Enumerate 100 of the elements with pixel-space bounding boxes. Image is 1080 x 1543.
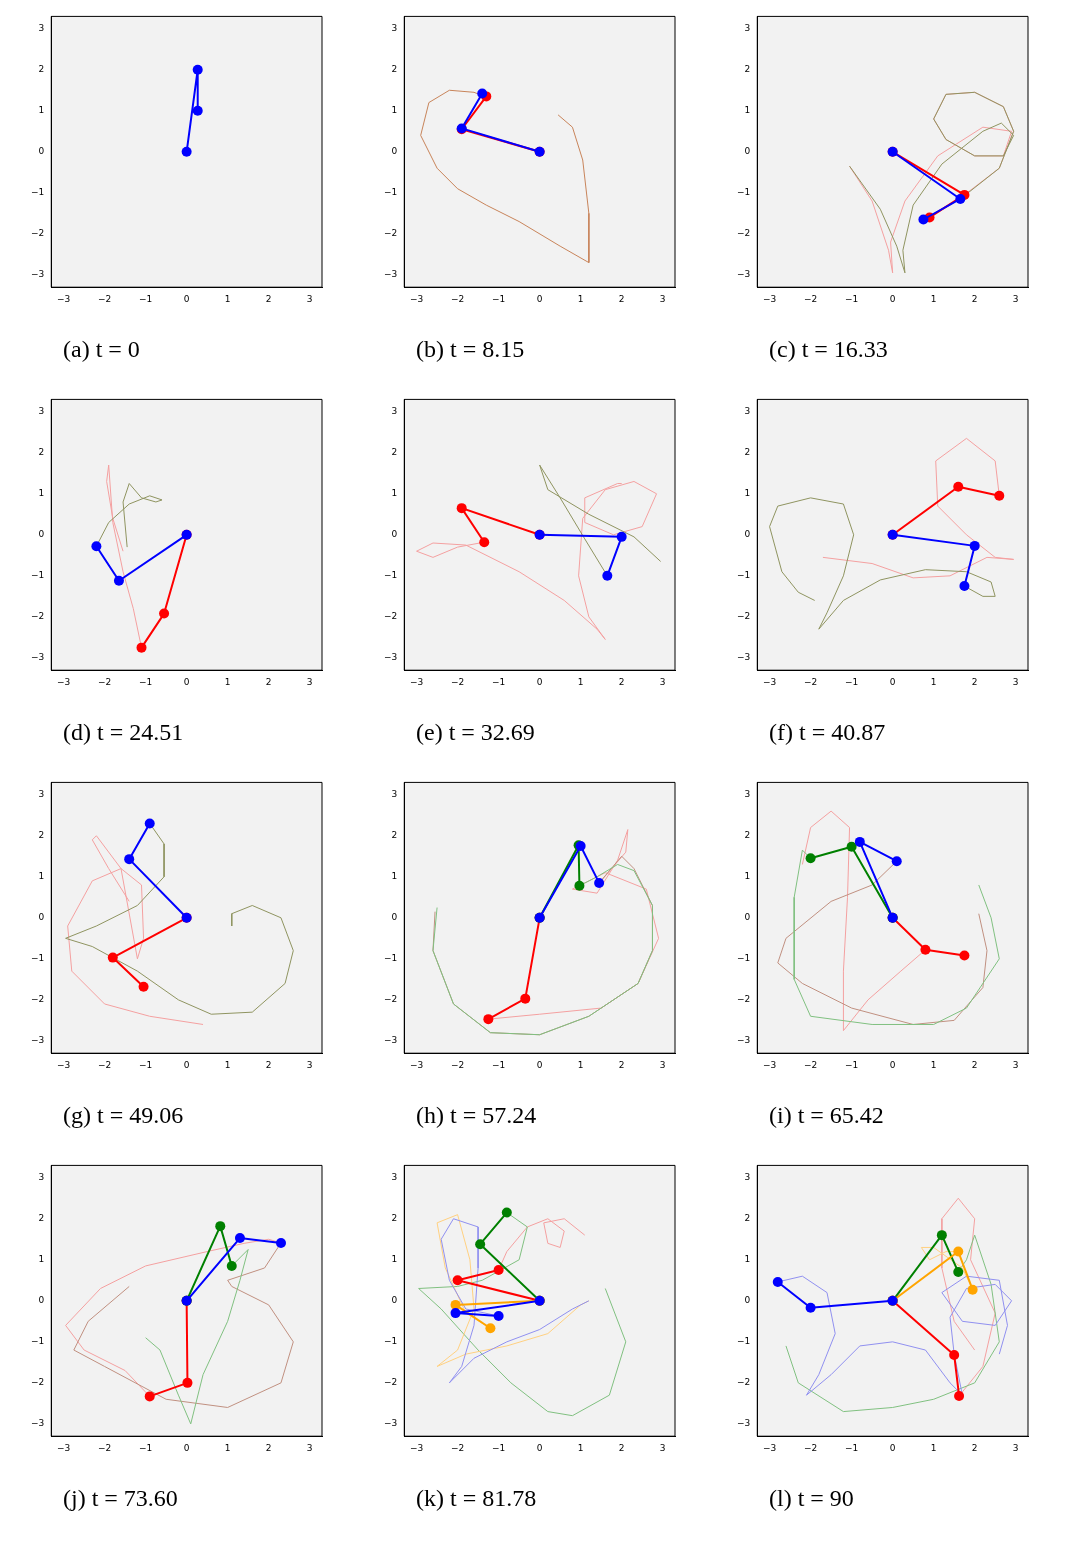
y-tick-label: −3 xyxy=(383,1035,398,1046)
y-tick-label: 0 xyxy=(38,529,45,540)
text: (k) t = 81.78 xyxy=(415,1485,538,1512)
x-tick-label: −2 xyxy=(97,676,112,687)
y-tick-label: −1 xyxy=(30,953,45,964)
y-tick-label: −1 xyxy=(736,1336,751,1347)
x-tick-label: −1 xyxy=(138,676,153,687)
y-tick-label: 3 xyxy=(391,23,398,34)
y-tick-label: −2 xyxy=(383,611,398,622)
x-tick-label: 2 xyxy=(971,293,978,304)
text: (b) t = 8.15 xyxy=(415,336,526,363)
y-tick-label: −2 xyxy=(30,1377,45,1388)
x-tick-label: 0 xyxy=(536,293,543,304)
y-tick-label: −2 xyxy=(736,1377,751,1388)
text: (e) t = 32.69 xyxy=(415,719,536,746)
x-tick-label: 0 xyxy=(536,676,543,687)
y-tick-label: 0 xyxy=(744,529,751,540)
y-tick-label: −1 xyxy=(736,570,751,581)
y-tick-label: −3 xyxy=(736,652,751,663)
y-tick-label: 3 xyxy=(38,1172,45,1183)
x-tick-label: 3 xyxy=(659,676,666,687)
x-tick-label: −2 xyxy=(450,1059,465,1070)
x-tick-label: 1 xyxy=(224,1059,231,1070)
x-tick-label: 1 xyxy=(930,676,937,687)
x-tick-label: 1 xyxy=(930,1059,937,1070)
text: (i) t = 65.42 xyxy=(768,1102,885,1129)
y-tick-label: 1 xyxy=(391,105,398,116)
y-tick-label: 2 xyxy=(38,1213,45,1224)
x-tick-label: −3 xyxy=(409,1442,424,1453)
y-tick-label: −3 xyxy=(736,269,751,280)
x-tick-label: −3 xyxy=(56,676,71,687)
x-tick-label: 0 xyxy=(183,293,190,304)
y-tick-label: 2 xyxy=(38,830,45,841)
y-tick-label: −2 xyxy=(383,1377,398,1388)
x-tick-label: 3 xyxy=(1012,676,1019,687)
y-tick-label: 2 xyxy=(744,64,751,75)
text: (a) t = 0 xyxy=(62,336,141,363)
x-tick-label: 1 xyxy=(930,293,937,304)
x-tick-label: 3 xyxy=(1012,1059,1019,1070)
text: (d) t = 24.51 xyxy=(62,719,185,746)
y-tick-label: 1 xyxy=(391,871,398,882)
y-tick-label: −3 xyxy=(30,652,45,663)
x-tick-label: −2 xyxy=(450,293,465,304)
x-tick-label: −2 xyxy=(803,676,818,687)
y-tick-label: −2 xyxy=(30,994,45,1005)
y-tick-label: 2 xyxy=(391,447,398,458)
x-tick-label: 2 xyxy=(265,293,272,304)
x-tick-label: 1 xyxy=(224,293,231,304)
x-tick-label: 0 xyxy=(889,1059,896,1070)
x-tick-label: 1 xyxy=(577,293,584,304)
x-tick-label: 0 xyxy=(183,1059,190,1070)
x-tick-label: −1 xyxy=(138,293,153,304)
y-tick-label: 0 xyxy=(391,912,398,923)
y-tick-label: 1 xyxy=(744,871,751,882)
y-tick-label: 0 xyxy=(391,1295,398,1306)
x-tick-label: 1 xyxy=(224,676,231,687)
y-tick-label: 3 xyxy=(744,23,751,34)
y-tick-label: −3 xyxy=(30,1035,45,1046)
y-tick-label: −2 xyxy=(736,994,751,1005)
x-tick-label: −1 xyxy=(138,1059,153,1070)
x-tick-label: 0 xyxy=(889,676,896,687)
x-tick-label: −1 xyxy=(844,1442,859,1453)
y-tick-label: −2 xyxy=(383,228,398,239)
x-tick-label: 1 xyxy=(224,1442,231,1453)
x-tick-label: 2 xyxy=(971,1442,978,1453)
y-tick-label: 1 xyxy=(744,488,751,499)
x-tick-label: −1 xyxy=(844,293,859,304)
y-tick-label: 3 xyxy=(38,23,45,34)
y-tick-label: −2 xyxy=(736,611,751,622)
y-tick-label: −3 xyxy=(736,1418,751,1429)
x-tick-label: −1 xyxy=(844,676,859,687)
x-tick-label: 3 xyxy=(659,293,666,304)
y-tick-label: −2 xyxy=(383,994,398,1005)
y-tick-label: 1 xyxy=(744,1254,751,1265)
x-tick-label: −3 xyxy=(762,1059,777,1070)
x-tick-label: 3 xyxy=(306,293,313,304)
x-tick-label: −3 xyxy=(56,293,71,304)
x-tick-label: 0 xyxy=(183,1442,190,1453)
x-tick-label: 2 xyxy=(618,1442,625,1453)
x-tick-label: 2 xyxy=(971,1059,978,1070)
x-tick-label: −2 xyxy=(803,293,818,304)
y-tick-label: −3 xyxy=(383,652,398,663)
y-tick-label: 2 xyxy=(391,64,398,75)
y-tick-label: −1 xyxy=(30,570,45,581)
y-tick-label: 3 xyxy=(391,1172,398,1183)
x-tick-label: 2 xyxy=(618,1059,625,1070)
x-tick-label: −2 xyxy=(450,1442,465,1453)
y-tick-label: 3 xyxy=(391,789,398,800)
x-tick-label: 0 xyxy=(889,1442,896,1453)
x-tick-label: 2 xyxy=(971,676,978,687)
x-tick-label: −1 xyxy=(491,293,506,304)
y-tick-label: 0 xyxy=(38,912,45,923)
x-tick-label: −3 xyxy=(762,293,777,304)
y-tick-label: −1 xyxy=(383,570,398,581)
y-tick-label: 0 xyxy=(38,146,45,157)
x-tick-label: 3 xyxy=(1012,1442,1019,1453)
x-tick-label: −2 xyxy=(450,676,465,687)
x-tick-label: −1 xyxy=(138,1442,153,1453)
x-tick-label: 0 xyxy=(183,676,190,687)
y-tick-label: −2 xyxy=(30,611,45,622)
